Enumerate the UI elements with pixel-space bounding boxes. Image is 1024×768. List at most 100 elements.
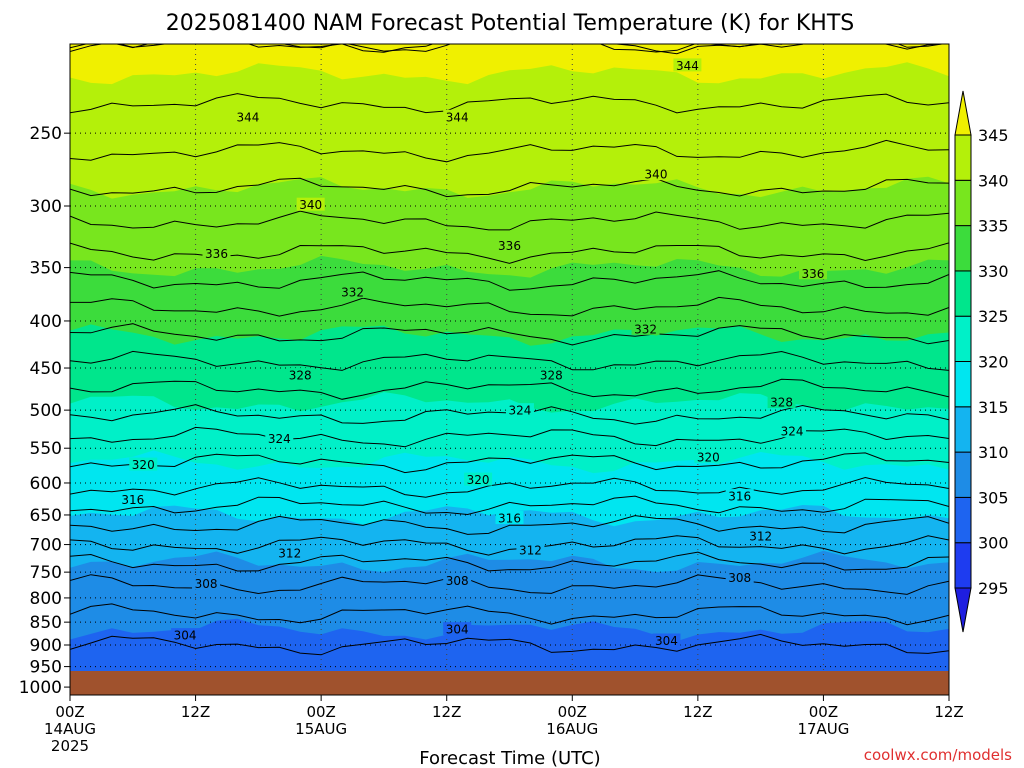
contour-label-bg [443,622,472,636]
contour-314 [70,515,949,535]
contour-label: 336 [798,266,827,281]
contour-label: 324 [778,424,807,439]
y-tick-label: 1000 [19,678,62,698]
contour-label-bg [652,633,681,647]
contour-label: 316 [725,489,754,504]
y-tick-label: 950 [30,658,62,678]
contour-lines [70,44,949,656]
contour-label-text: 324 [781,425,804,439]
contour-label: 344 [443,109,472,124]
contour-label-text: 332 [341,285,364,299]
contour-label-text: 328 [289,369,312,383]
x-tick-label: 00Z [558,703,587,721]
contour-label: 336 [495,238,524,253]
contour-342 [70,139,949,163]
contour-label: 320 [694,449,723,464]
contour-label-text: 332 [634,322,657,336]
contour-334 [70,270,949,291]
contour-label: 324 [505,403,534,418]
contour-label-text: 316 [498,512,521,526]
contour-label-bg [495,511,524,525]
contour-label: 304 [171,628,200,643]
contour-label: 344 [233,109,262,124]
x-tick-label: 12Z [181,703,210,721]
colorbar-label: 340 [978,171,1009,190]
contour-label-bg [767,395,796,409]
colorbar-label: 315 [978,398,1009,417]
x-tick-label: 12Z [432,703,461,721]
contour-label-bg [537,368,566,382]
x-tick-sublabel: 15AUG [295,720,347,738]
contour-320 [70,452,949,474]
plot-area [70,44,949,695]
colorbar-swatch-310 [954,406,972,453]
y-axis: 250 300 350 400 450 500 550 600 650 700 750 800 850 9… [19,124,70,698]
contour-label-text: 316 [728,490,751,504]
colorbar-swatch-305 [954,451,972,498]
colorbar-arrow-top [954,90,972,136]
contour-label-bg [296,197,325,211]
contour-label-text: 344 [446,110,469,124]
y-tick-label: 650 [30,506,62,526]
contour-label: 328 [537,368,566,383]
contour-label-text: 336 [802,267,825,281]
colorbar-swatch-325 [954,270,972,317]
colorbar: 295 300 305 310 315 320 325 330 335 340 345 [954,90,1009,633]
contour-label: 328 [286,368,315,383]
contour-label-text: 344 [236,110,259,124]
contour-340 [70,177,949,198]
colorbar-swatch-315 [954,361,972,408]
contour-label: 332 [631,321,660,336]
x-tick-sublabel: 14AUG [44,720,96,738]
contour-label-bg [505,403,534,417]
contour-label-text: 312 [278,547,301,561]
contour-label-text: 340 [299,198,322,212]
colorbar-label: 305 [978,488,1009,507]
contour-label-bg [725,489,754,503]
colorbar-label: 300 [978,534,1009,553]
contour-label-bg [778,424,807,438]
x-tick-sublabel: 17AUG [797,720,849,738]
y-tick-label: 900 [30,636,62,656]
contour-label: 312 [516,543,545,558]
contour-label-bg [171,628,200,642]
contour-316 [70,495,949,516]
y-tick-label: 250 [30,124,62,144]
contour-label-text: 328 [770,396,793,410]
contour-labels: 344 344 344 340 340 336 336 336 332 332 328 328 328 3… [118,58,827,648]
contour-label-text: 320 [697,450,720,464]
y-tick-label: 450 [30,359,62,379]
contour-label: 328 [767,395,796,410]
contour-label-bg [338,284,367,298]
contour-label-bg [464,472,493,486]
contour-label-bg [516,543,545,557]
contour-label: 316 [495,511,524,526]
contour-label-bg [233,109,262,123]
y-tick-label: 700 [30,536,62,556]
y-tick-label: 500 [30,401,62,421]
y-tick-label: 600 [30,474,62,494]
x-tick-label: 00Z [55,703,84,721]
contour-label-bg [129,457,158,471]
x-tick-label: 00Z [809,703,838,721]
contour-label-bg [118,492,147,506]
contour-label-bg [265,431,294,445]
contour-label: 340 [296,197,325,212]
contour-label: 308 [443,573,472,588]
contour-label-text: 340 [645,168,668,182]
contour-label-bg [631,321,660,335]
contour-label: 344 [673,58,702,73]
contour-label-bg [202,246,231,260]
ground-fill [70,671,949,695]
ground-layer [70,671,949,695]
chart-title: 2025081400 NAM Forecast Potential Temper… [166,11,854,36]
contour-label: 304 [652,633,681,648]
x-tick-label: 12Z [683,703,712,721]
contour-label: 320 [129,457,158,472]
contour-label-bg [725,570,754,584]
y-tick-label: 400 [30,312,62,332]
contour-label-text: 304 [655,634,678,648]
y-tick-label: 550 [30,439,62,459]
contour-label-text: 328 [540,369,563,383]
